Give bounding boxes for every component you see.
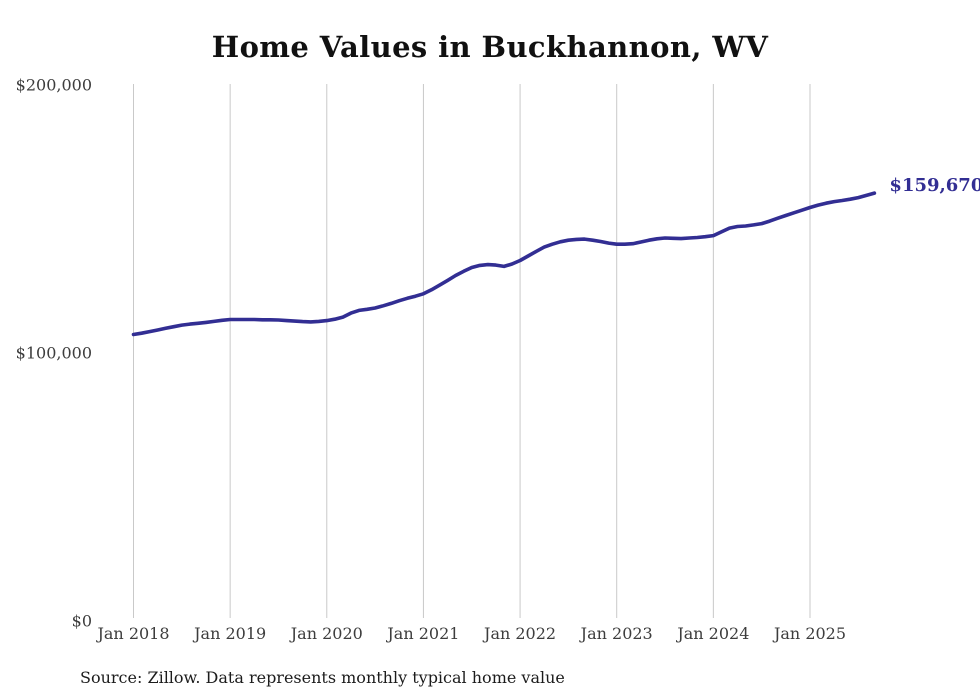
series-line <box>131 191 877 337</box>
x-axis-tick-label: Jan 2024 <box>675 624 749 643</box>
x-axis-tick-label: Jan 2018 <box>95 624 169 643</box>
x-axis-tick-label: Jan 2022 <box>482 624 556 643</box>
x-axis-tick-label: Jan 2019 <box>192 624 266 643</box>
y-axis-tick-label: $0 <box>72 612 92 631</box>
x-axis-tick-label: Jan 2025 <box>772 624 846 643</box>
x-axis-tick-label: Jan 2021 <box>385 624 459 643</box>
y-axis-tick-label: $200,000 <box>16 76 92 95</box>
x-axis-tick-label: Jan 2023 <box>579 624 653 643</box>
end-value-label: $159,670 <box>889 175 980 196</box>
y-axis-tick-label: $100,000 <box>16 344 92 363</box>
chart-title: Home Values in Buckhannon, WV <box>211 30 769 64</box>
x-axis-tick-label: Jan 2020 <box>289 624 363 643</box>
source-note: Source: Zillow. Data represents monthly … <box>80 668 565 687</box>
